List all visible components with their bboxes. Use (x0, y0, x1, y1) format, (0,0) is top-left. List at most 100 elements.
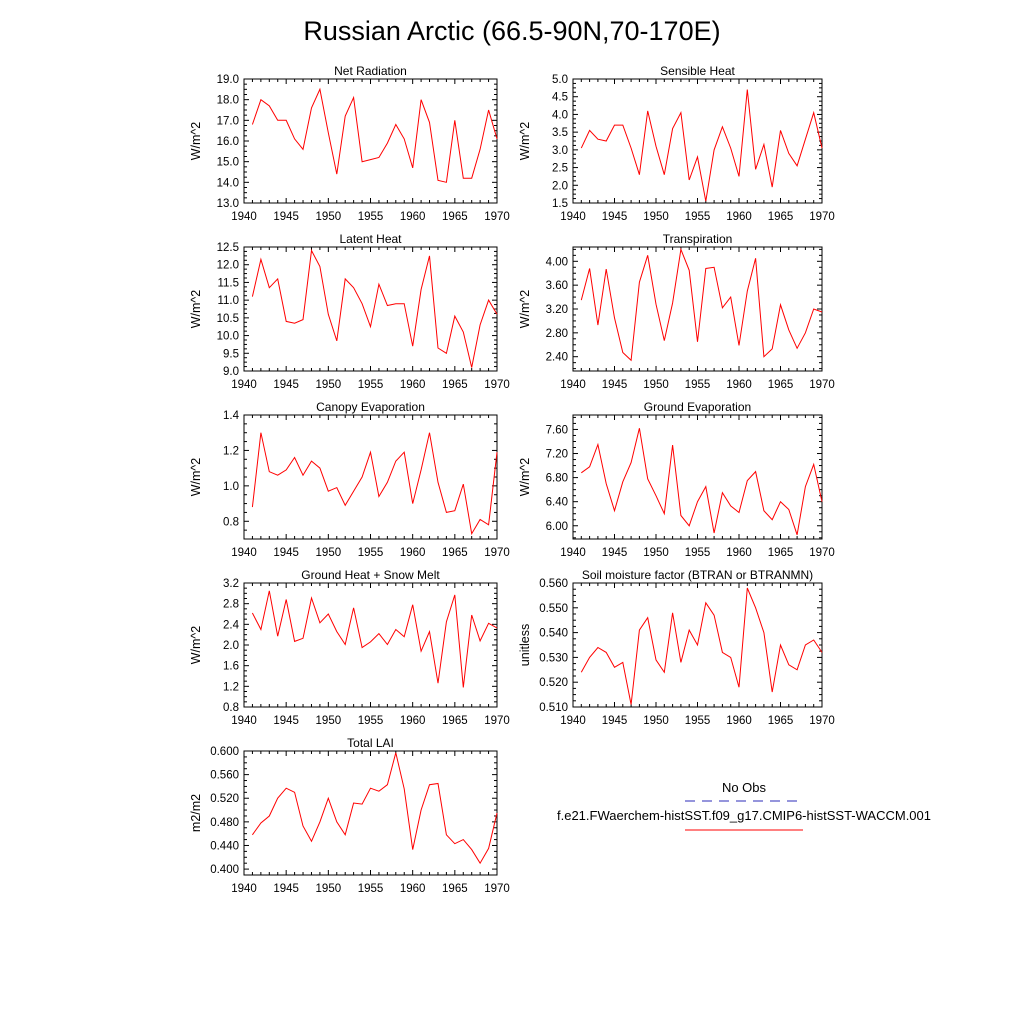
y-tick-label: 0.550 (539, 603, 568, 615)
y-tick-label: 2.4 (223, 619, 240, 631)
x-tick-label: 1950 (316, 547, 342, 559)
y-tick-label: 9.0 (223, 366, 239, 378)
y-tick-label: 7.60 (546, 424, 568, 436)
panel-4: Transpiration W/m^2 1940 1945 1950 1955 1960 19… (518, 232, 835, 391)
y-tick-label: 18.0 (217, 95, 239, 107)
x-tick-label: 1965 (442, 211, 468, 223)
x-tick-label: 1965 (442, 883, 468, 895)
y-tick-label: 13.0 (217, 198, 239, 210)
x-tick-label: 1960 (400, 883, 426, 895)
x-tick-label: 1940 (560, 715, 586, 727)
y-tick-label: 3.0 (552, 145, 568, 157)
panel-title: Latent Heat (339, 232, 402, 246)
panel-6: Ground Evaporation W/m^2 1940 1945 1950 1955 1… (518, 400, 835, 559)
y-tick-label: 10.0 (217, 331, 239, 343)
panel-3: Latent Heat W/m^2 1940 1945 1950 1955 1960 1965… (189, 232, 510, 391)
y-axis-label: m2/m2 (189, 794, 203, 832)
x-tick-label: 1945 (602, 379, 628, 391)
y-tick-label: 3.60 (546, 280, 568, 292)
x-tick-label: 1940 (231, 379, 257, 391)
y-tick-label: 2.0 (223, 640, 239, 652)
y-tick-label: 4.00 (546, 256, 568, 268)
y-axis-label: W/m^2 (189, 458, 203, 497)
x-tick-label: 1970 (484, 547, 510, 559)
x-tick-label: 1950 (316, 883, 342, 895)
y-tick-label: 0.560 (539, 578, 568, 590)
y-tick-label: 0.540 (539, 628, 568, 640)
y-axis-label: W/m^2 (189, 122, 203, 161)
x-tick-label: 1970 (809, 379, 835, 391)
y-tick-label: 1.2 (223, 445, 239, 457)
panel-7: Ground Heat + Snow Melt W/m^2 1940 1945 1950… (189, 568, 510, 727)
x-tick-label: 1945 (602, 211, 628, 223)
y-axis-label: W/m^2 (189, 290, 203, 329)
y-tick-label: 1.2 (223, 681, 239, 693)
x-tick-label: 1960 (726, 547, 752, 559)
y-tick-label: 4.5 (552, 92, 568, 104)
y-tick-label: 0.600 (210, 746, 239, 758)
panel-5: Canopy Evaporation W/m^2 1940 1945 1950 1955 1… (189, 400, 510, 559)
x-tick-label: 1970 (809, 715, 835, 727)
panel-title: Total LAI (347, 736, 394, 750)
y-tick-label: 11.0 (217, 295, 239, 307)
x-tick-label: 1940 (560, 547, 586, 559)
x-tick-label: 1955 (685, 715, 711, 727)
series-line-1 (251, 432, 498, 536)
y-tick-label: 7.20 (546, 449, 568, 461)
panel-title: Ground Evaporation (644, 400, 751, 414)
x-tick-label: 1965 (768, 547, 794, 559)
x-tick-label: 1950 (316, 379, 342, 391)
y-tick-label: 10.5 (217, 313, 239, 325)
y-tick-label: 11.5 (217, 277, 239, 289)
x-tick-label: 1970 (809, 211, 835, 223)
series-line-1 (581, 428, 823, 535)
x-tick-label: 1965 (442, 547, 468, 559)
y-tick-label: 3.20 (546, 304, 568, 316)
y-tick-label: 2.8 (223, 599, 239, 611)
x-tick-label: 1970 (809, 547, 835, 559)
x-tick-label: 1960 (400, 715, 426, 727)
x-tick-label: 1940 (231, 715, 257, 727)
y-tick-label: 6.00 (546, 521, 568, 533)
x-tick-label: 1950 (643, 379, 669, 391)
y-tick-label: 19.0 (217, 74, 239, 86)
series-line-1 (251, 752, 498, 865)
y-tick-label: 5.0 (552, 74, 568, 86)
y-tick-label: 2.80 (546, 328, 568, 340)
y-tick-label: 2.40 (546, 352, 568, 364)
x-tick-label: 1955 (358, 547, 384, 559)
x-tick-label: 1940 (231, 883, 257, 895)
x-tick-label: 1970 (484, 379, 510, 391)
x-tick-label: 1950 (643, 547, 669, 559)
plot-frame (243, 414, 498, 540)
y-tick-label: 0.530 (539, 652, 568, 664)
plot-frame (243, 750, 498, 876)
x-tick-label: 1960 (726, 715, 752, 727)
series-line-1 (580, 89, 823, 202)
y-axis-label: W/m^2 (518, 122, 532, 161)
x-tick-label: 1945 (273, 379, 299, 391)
y-tick-label: 12.0 (217, 260, 239, 272)
x-tick-label: 1970 (484, 211, 510, 223)
y-tick-label: 0.440 (210, 840, 239, 852)
y-tick-label: 4.0 (552, 109, 568, 121)
x-tick-label: 1950 (316, 211, 342, 223)
panel-title: Sensible Heat (660, 64, 735, 78)
panel-title: Soil moisture factor (BTRAN or BTRANMN) (582, 568, 813, 582)
x-tick-label: 1960 (726, 211, 752, 223)
y-tick-label: 1.5 (552, 198, 568, 210)
y-tick-label: 0.8 (223, 702, 239, 714)
x-tick-label: 1950 (643, 715, 669, 727)
x-tick-label: 1965 (442, 379, 468, 391)
panel-8: Soil moisture factor (BTRAN or BTRANMN) u… (518, 568, 835, 727)
y-tick-label: 1.0 (223, 481, 239, 493)
plot-frame (572, 246, 823, 372)
x-tick-label: 1960 (400, 547, 426, 559)
y-tick-label: 9.5 (223, 348, 239, 360)
y-axis-label: unitless (518, 624, 532, 666)
x-tick-label: 1970 (484, 715, 510, 727)
x-tick-label: 1955 (358, 715, 384, 727)
x-tick-label: 1940 (560, 379, 586, 391)
y-tick-label: 1.4 (223, 410, 240, 422)
